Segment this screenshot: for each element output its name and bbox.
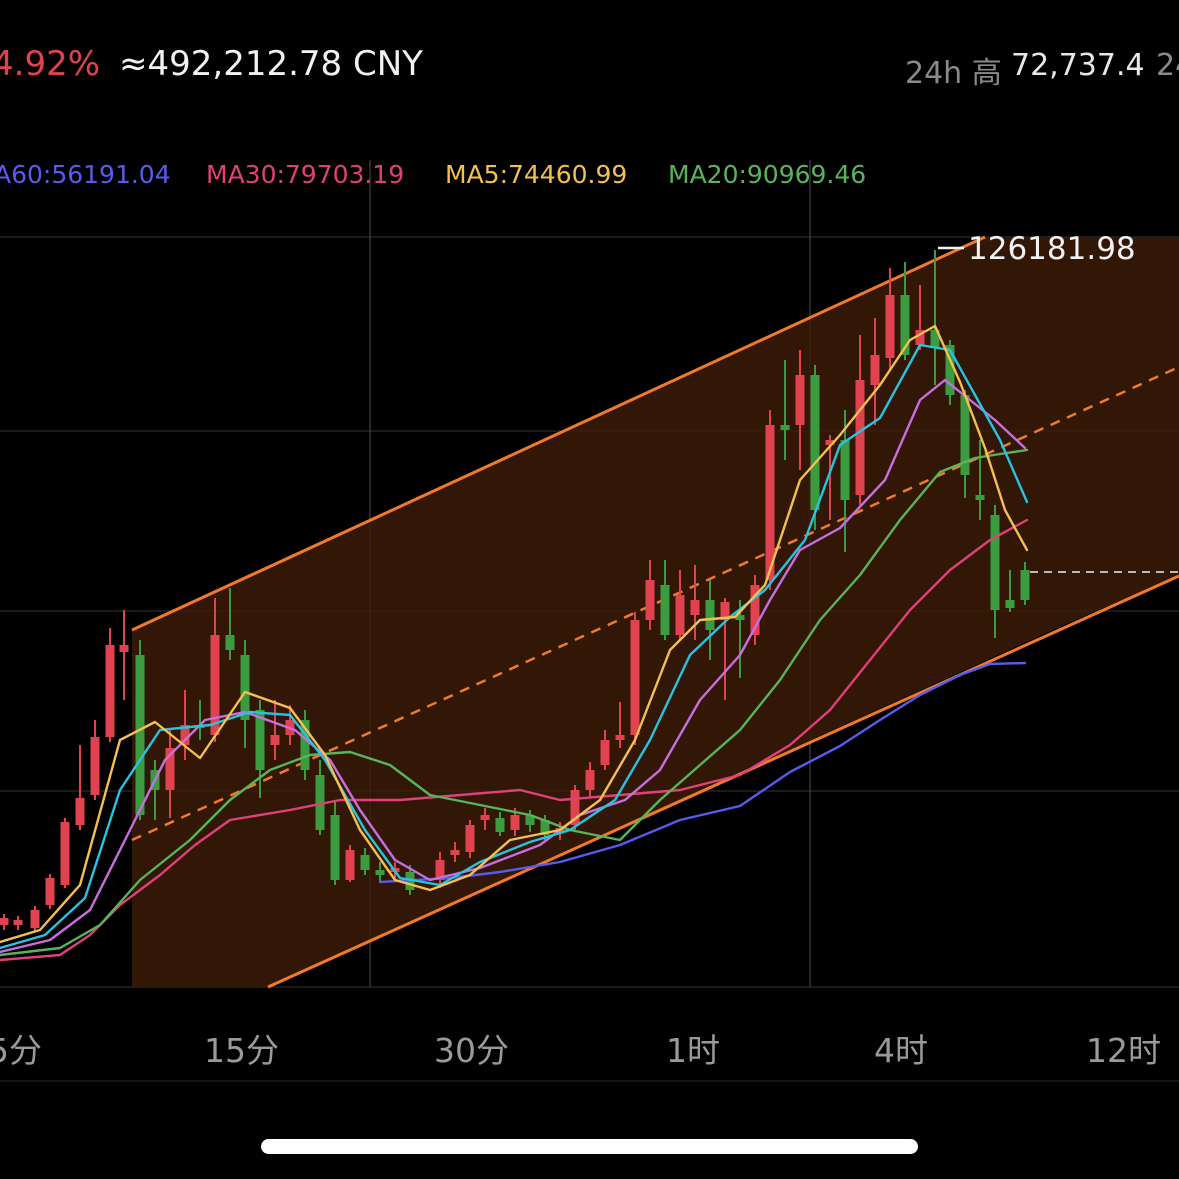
- candle-body: [630, 620, 640, 735]
- candle-body: [645, 580, 655, 620]
- candle-body: [360, 855, 370, 870]
- candle-body: [315, 775, 325, 830]
- change-percent: 4.92%: [0, 44, 101, 84]
- candle-body: [450, 850, 460, 855]
- chart-annotations: 126181.98: [938, 231, 1179, 573]
- ma30-label: MA30:79703.19: [206, 160, 405, 189]
- candle-body: [585, 770, 595, 790]
- candle-body: [780, 425, 790, 430]
- candle-body: [90, 737, 100, 795]
- candle-body: [690, 600, 700, 615]
- candle-body: [915, 330, 925, 345]
- channel-lower-line: [267, 574, 1179, 989]
- header-cut-label: 24: [1156, 48, 1179, 83]
- candle-body: [885, 295, 895, 358]
- candle-body: [900, 295, 910, 355]
- candle-body: [855, 380, 865, 495]
- candle-body: [119, 645, 129, 652]
- candle-body: [765, 425, 775, 580]
- high-24h-label: 24h 高: [905, 56, 1002, 91]
- candle-body: [1020, 570, 1030, 600]
- candle-body: [615, 735, 625, 740]
- channel-fill: [132, 237, 1179, 987]
- ma60-line: [378, 661, 1027, 884]
- candle-body: [750, 585, 760, 635]
- candle-body: [0, 918, 9, 925]
- candle-body: [495, 818, 505, 832]
- candle-body: [960, 395, 970, 475]
- candle-body: [225, 635, 235, 650]
- max-price-label: 126181.98: [968, 231, 1136, 267]
- candle-body: [600, 740, 610, 765]
- x-tick-label: 30分: [434, 1031, 509, 1070]
- candle-body: [60, 822, 70, 885]
- candle-body: [255, 710, 265, 770]
- candle-body: [510, 815, 520, 830]
- candle-body: [720, 602, 730, 620]
- candle-body: [945, 345, 955, 395]
- candle-body: [870, 355, 880, 385]
- x-tick-label: 4时: [874, 1031, 928, 1070]
- candle-body: [810, 375, 820, 510]
- candle-body: [540, 820, 550, 835]
- candle-body: [465, 825, 475, 852]
- moving-average-lines: [0, 324, 1029, 962]
- home-indicator[interactable]: [261, 1139, 918, 1154]
- candle-body: [300, 720, 310, 770]
- candle-body: [480, 815, 490, 820]
- candle-body: [735, 615, 745, 620]
- candle-body: [930, 330, 940, 348]
- candle-body: [795, 375, 805, 425]
- x-tick-label: 12时: [1086, 1031, 1161, 1070]
- candle-body: [165, 748, 175, 790]
- candle-body: [660, 585, 670, 635]
- price-channel: [131, 235, 1179, 989]
- x-tick-label: 15分: [204, 1031, 279, 1070]
- candle-body: [13, 920, 23, 925]
- candle-body: [210, 635, 220, 735]
- high-24h-value: 72,737.4: [1011, 48, 1145, 83]
- candle-body: [330, 815, 340, 880]
- channel-upper-line: [131, 235, 986, 632]
- candle-body: [135, 655, 145, 815]
- candle-body: [675, 595, 685, 635]
- ma60-label: A60:56191.04: [0, 160, 171, 189]
- candle-body: [570, 790, 580, 825]
- candle-body: [270, 735, 280, 745]
- candle-body: [825, 440, 835, 445]
- candle-body: [705, 600, 715, 630]
- candle-body: [375, 870, 385, 875]
- ma10-line: [0, 343, 1029, 950]
- x-tick-label: 1时: [666, 1031, 720, 1070]
- candle-body: [30, 910, 40, 928]
- ma30-line: [0, 518, 1029, 962]
- candle-body: [435, 860, 445, 880]
- ma5-line: [0, 324, 1029, 944]
- candle-body: [975, 495, 985, 500]
- ma20-label: MA20:90969.46: [668, 160, 867, 189]
- ma20-line: [0, 448, 1029, 957]
- candle-body: [180, 725, 190, 745]
- cny-value: ≈492,212.78 CNY: [119, 44, 423, 84]
- candle-body: [840, 440, 850, 500]
- candle-body: [240, 655, 250, 720]
- ma5-label: MA5:74460.99: [445, 160, 628, 189]
- candle-body: [990, 515, 1000, 610]
- candle-body: [75, 798, 85, 825]
- candle-body: [1005, 600, 1015, 608]
- candle-body: [525, 815, 535, 825]
- candle-body: [105, 645, 115, 737]
- x-tick-label: 5分: [0, 1031, 42, 1070]
- candle-body: [45, 878, 55, 905]
- candle-body: [345, 850, 355, 880]
- channel-mid-line: [131, 365, 1179, 842]
